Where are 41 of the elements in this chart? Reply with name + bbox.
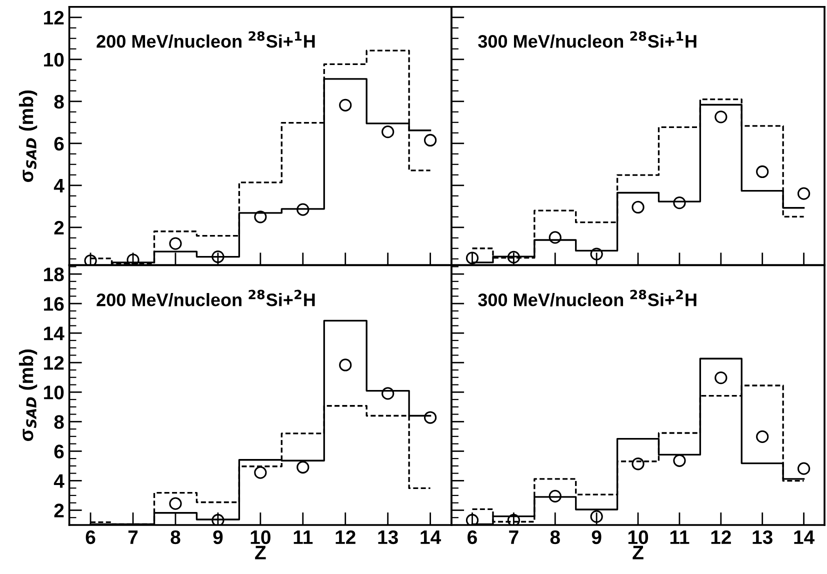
- x-tick-label: 13: [378, 530, 398, 544]
- y-tick-label: 2: [54, 504, 64, 518]
- y-tick-label: 12: [44, 10, 64, 24]
- x-tick-label: 14: [420, 530, 442, 544]
- y-axis-title: σ$_{SAD}$ (mb): [18, 90, 38, 182]
- text: 300 MeV/nucleon $^{28}$Si+$^{2}$H: [478, 290, 696, 306]
- y-tick-label: 18: [44, 268, 64, 282]
- x-tick-label: 9: [213, 530, 223, 544]
- y-tick-label: 6: [54, 136, 64, 151]
- text: 300 MeV/nucleon $^{28}$Si+$^{1}$H: [478, 31, 696, 48]
- y-tick-label: 4: [54, 474, 64, 488]
- x-tick-label: 12: [711, 530, 731, 544]
- y-tick-label: 8: [54, 415, 64, 429]
- y-tick-label: 14: [44, 326, 64, 340]
- y-axis-title: σ$_{SAD}$ (mb): [18, 350, 38, 441]
- x-tick-label: 6: [468, 530, 477, 544]
- x-axis-title: Z: [255, 546, 266, 560]
- text: 200 MeV/nucleon $^{28}$Si+$^{1}$H: [96, 31, 315, 48]
- x-tick-label: 6: [86, 530, 96, 544]
- y-tick-label: 12: [44, 356, 64, 370]
- y-tick-label: 6: [54, 444, 64, 458]
- x-tick-label: 10: [250, 530, 270, 544]
- x-tick-label: 7: [128, 530, 138, 544]
- x-tick-label: 13: [752, 530, 772, 544]
- x-tick-label: 11: [670, 530, 690, 544]
- x-axis-title: Z: [632, 546, 644, 560]
- y-tick-label: 16: [44, 297, 64, 311]
- x-tick-label: 14: [794, 530, 815, 544]
- x-tick-label: 11: [294, 530, 313, 544]
- y-tick-label: 2: [54, 220, 64, 234]
- x-tick-label: 10: [628, 530, 648, 544]
- x-tick-label: 8: [550, 530, 560, 544]
- y-tick-label: 10: [44, 52, 64, 67]
- y-tick-label: 10: [44, 386, 64, 400]
- y-tick-label: 8: [54, 94, 64, 109]
- text: 200 MeV/nucleon $^{28}$Si+$^{2}$H: [96, 290, 315, 306]
- x-tick-label: 9: [592, 530, 602, 544]
- x-tick-label: 7: [509, 530, 518, 544]
- x-tick-label: 12: [336, 530, 356, 544]
- x-tick-label: 8: [170, 530, 180, 544]
- y-tick-label: 4: [54, 179, 64, 192]
